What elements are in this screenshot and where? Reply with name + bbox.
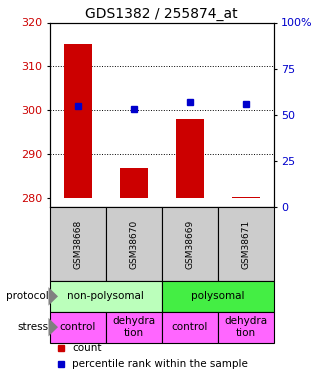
Bar (50, 312, 106, 342)
Bar (64, 45, 92, 198)
Bar (232, 197, 260, 198)
Bar (50, 281, 162, 312)
Bar (106, 207, 162, 281)
Text: dehydra
tion: dehydra tion (112, 316, 155, 338)
Bar (162, 281, 274, 312)
Text: polysomal: polysomal (191, 291, 244, 302)
Bar (218, 207, 274, 281)
Bar (162, 312, 218, 342)
Bar (106, 312, 162, 342)
Text: protocol: protocol (6, 291, 49, 302)
Bar (176, 119, 204, 198)
Text: non-polysomal: non-polysomal (67, 291, 144, 302)
Bar (50, 207, 106, 281)
Text: stress: stress (17, 322, 49, 332)
Bar (218, 312, 274, 342)
Bar (120, 168, 148, 198)
Text: GSM38668: GSM38668 (73, 219, 82, 268)
Text: control: control (60, 322, 96, 332)
Polygon shape (49, 287, 58, 306)
Text: count: count (72, 343, 101, 353)
Text: GSM38671: GSM38671 (241, 219, 250, 268)
Polygon shape (49, 318, 58, 336)
Text: GSM38669: GSM38669 (185, 219, 194, 268)
Bar (162, 207, 218, 281)
Text: control: control (172, 322, 208, 332)
Text: percentile rank within the sample: percentile rank within the sample (72, 359, 248, 369)
Title: GDS1382 / 255874_at: GDS1382 / 255874_at (85, 8, 238, 21)
Text: dehydra
tion: dehydra tion (224, 316, 267, 338)
Text: GSM38670: GSM38670 (129, 219, 138, 268)
